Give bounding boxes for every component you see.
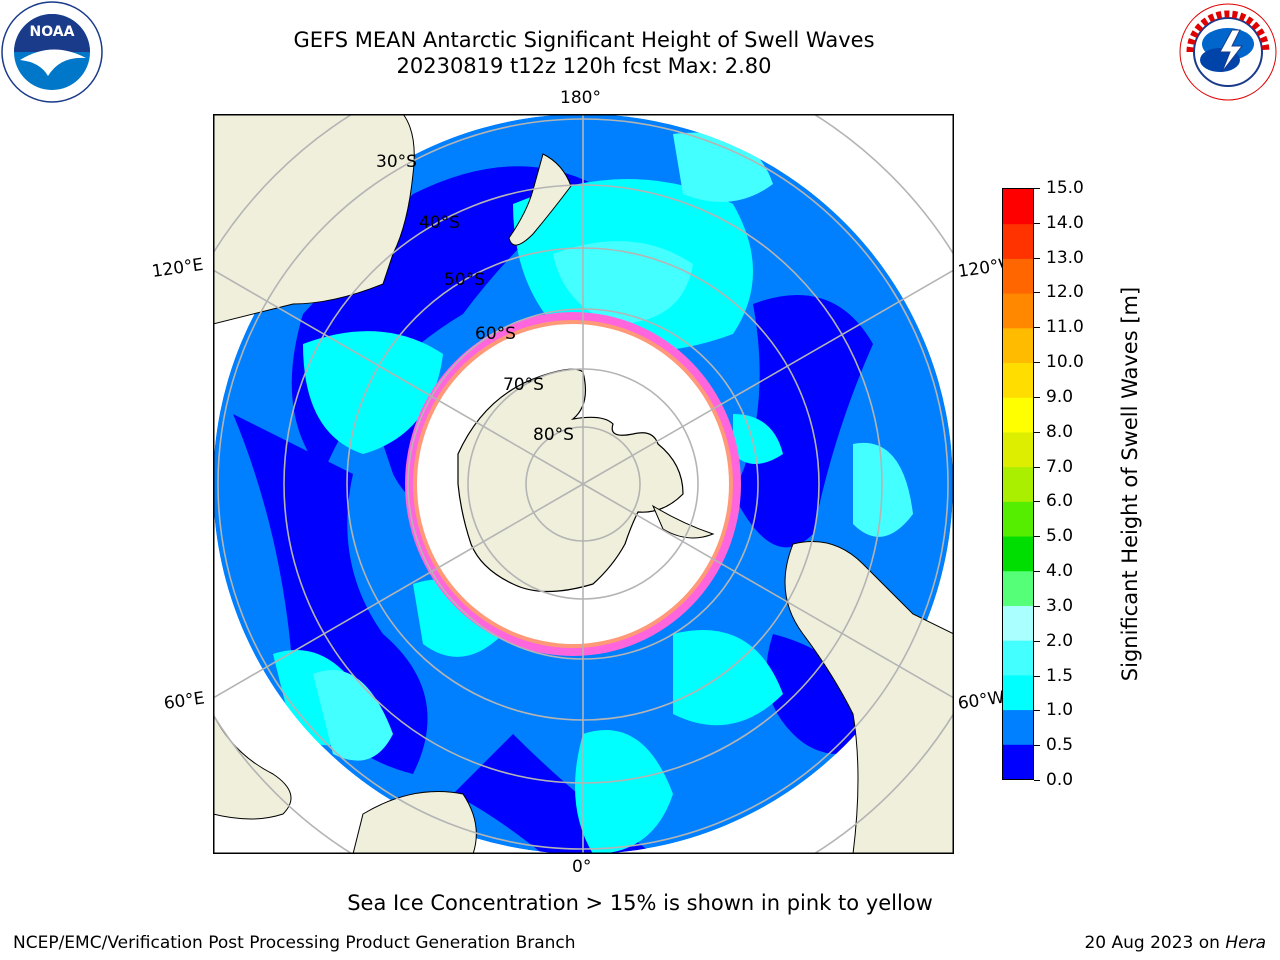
colorbar-tick-mark xyxy=(1034,466,1040,468)
lat-label-80s: 80°S xyxy=(533,425,574,445)
colorbar-segment xyxy=(1003,327,1033,364)
colorbar-tick-label: 8.0 xyxy=(1046,421,1074,442)
colorbar-segment xyxy=(1003,605,1033,641)
colorbar-segment xyxy=(1003,709,1033,745)
lon-label-120e: 120°E xyxy=(150,254,205,282)
colorbar-tick-mark xyxy=(1034,431,1040,433)
polar-map xyxy=(213,114,954,854)
colorbar-tick-mark xyxy=(1034,396,1040,398)
colorbar-tick-label: 9.0 xyxy=(1046,386,1074,407)
colorbar-tick-label: 13.0 xyxy=(1046,247,1084,268)
footer-machine: Hera xyxy=(1225,933,1266,953)
colorbar-segment xyxy=(1003,362,1033,398)
lat-label-70s: 70°S xyxy=(503,375,544,395)
colorbar-tick-label: 2.0 xyxy=(1046,630,1074,651)
colorbar-ticks: 0.0 0.5 1.0 1.5 2.0 3.0 4.0 5.0 6.0 7.0 8.0 9.0 10.0… xyxy=(1034,178,1094,790)
map-title: GEFS MEAN Antarctic Significant Height o… xyxy=(293,28,875,52)
colorbar-segment xyxy=(1003,293,1033,329)
colorbar-tick-mark xyxy=(1034,188,1040,189)
colorbar-tick-mark xyxy=(1034,362,1040,364)
colorbar-tick-label: 0.0 xyxy=(1046,770,1074,790)
footer-producer: NCEP/EMC/Verification Post Processing Pr… xyxy=(13,933,576,953)
colorbar-segment xyxy=(1003,674,1033,711)
lon-label-60w: 60°W xyxy=(956,687,1006,714)
colorbar-segment xyxy=(1003,258,1033,294)
colorbar-segment xyxy=(1003,223,1033,259)
colorbar-tick-label: 3.0 xyxy=(1046,595,1074,616)
colorbar-segment xyxy=(1003,536,1033,572)
colorbar-tick-label: 0.5 xyxy=(1046,735,1074,756)
colorbar-tick-label: 11.0 xyxy=(1046,317,1084,338)
colorbar-segment xyxy=(1003,397,1033,433)
colorbar-tick-mark xyxy=(1034,292,1040,294)
colorbar-tick-mark xyxy=(1034,605,1040,607)
colorbar-tick-mark xyxy=(1034,640,1040,642)
colorbar-segment xyxy=(1003,501,1033,537)
lat-label-50s: 50°S xyxy=(444,270,485,290)
footer-date-text: 20 Aug 2023 on xyxy=(1084,933,1220,953)
lon-label-60e: 60°E xyxy=(162,688,206,714)
colorbar-segment xyxy=(1003,431,1033,468)
noaa-logo: NOAA xyxy=(1,1,103,103)
colorbar-tick-label: 4.0 xyxy=(1046,561,1074,582)
colorbar-tick-mark xyxy=(1034,745,1040,747)
colorbar-label: Significant Height of Swell Waves [m] xyxy=(1118,286,1142,682)
colorbar-tick-label: 10.0 xyxy=(1046,352,1084,373)
colorbar-tick-mark xyxy=(1034,571,1040,573)
sea-ice-caption: Sea Ice Concentration > 15% is shown in … xyxy=(347,891,933,915)
footer-date: 20 Aug 2023 on Hera xyxy=(1084,933,1266,953)
colorbar-tick-mark xyxy=(1034,327,1040,329)
colorbar-tick-label: 14.0 xyxy=(1046,212,1084,233)
colorbar-segment xyxy=(1003,570,1033,606)
lat-label-30s: 30°S xyxy=(376,152,417,172)
colorbar-tick-mark xyxy=(1034,222,1040,224)
colorbar-segment xyxy=(1003,466,1033,502)
colorbar-tick-label: 15.0 xyxy=(1046,178,1084,198)
lat-label-60s: 60°S xyxy=(475,324,516,344)
colorbar-tick-label: 7.0 xyxy=(1046,456,1074,477)
colorbar-tick-mark xyxy=(1034,710,1040,712)
lon-label-180: 180° xyxy=(560,88,601,108)
nws-logo xyxy=(1179,3,1277,101)
lat-label-40s: 40°S xyxy=(419,213,460,233)
colorbar-tick-label: 6.0 xyxy=(1046,491,1074,512)
colorbar-tick-mark xyxy=(1034,780,1040,781)
colorbar-segment xyxy=(1003,744,1033,779)
colorbar-tick-mark xyxy=(1034,536,1040,538)
colorbar-tick-mark xyxy=(1034,257,1040,259)
colorbar-tick-label: 12.0 xyxy=(1046,282,1084,303)
colorbar-tick-mark xyxy=(1034,501,1040,503)
colorbar-segment xyxy=(1003,640,1033,676)
colorbar-tick-label: 1.0 xyxy=(1046,700,1074,721)
colorbar xyxy=(1002,188,1034,780)
graticule xyxy=(213,114,954,854)
colorbar-tick-mark xyxy=(1034,675,1040,677)
noaa-logo-text: NOAA xyxy=(30,24,75,40)
map-subtitle: 20230819 t12z 120h fcst Max: 2.80 xyxy=(396,54,772,78)
lon-label-0: 0° xyxy=(572,857,592,877)
colorbar-segment xyxy=(1003,189,1033,225)
colorbar-tick-label: 5.0 xyxy=(1046,526,1074,547)
colorbar-tick-label: 1.5 xyxy=(1046,665,1074,686)
